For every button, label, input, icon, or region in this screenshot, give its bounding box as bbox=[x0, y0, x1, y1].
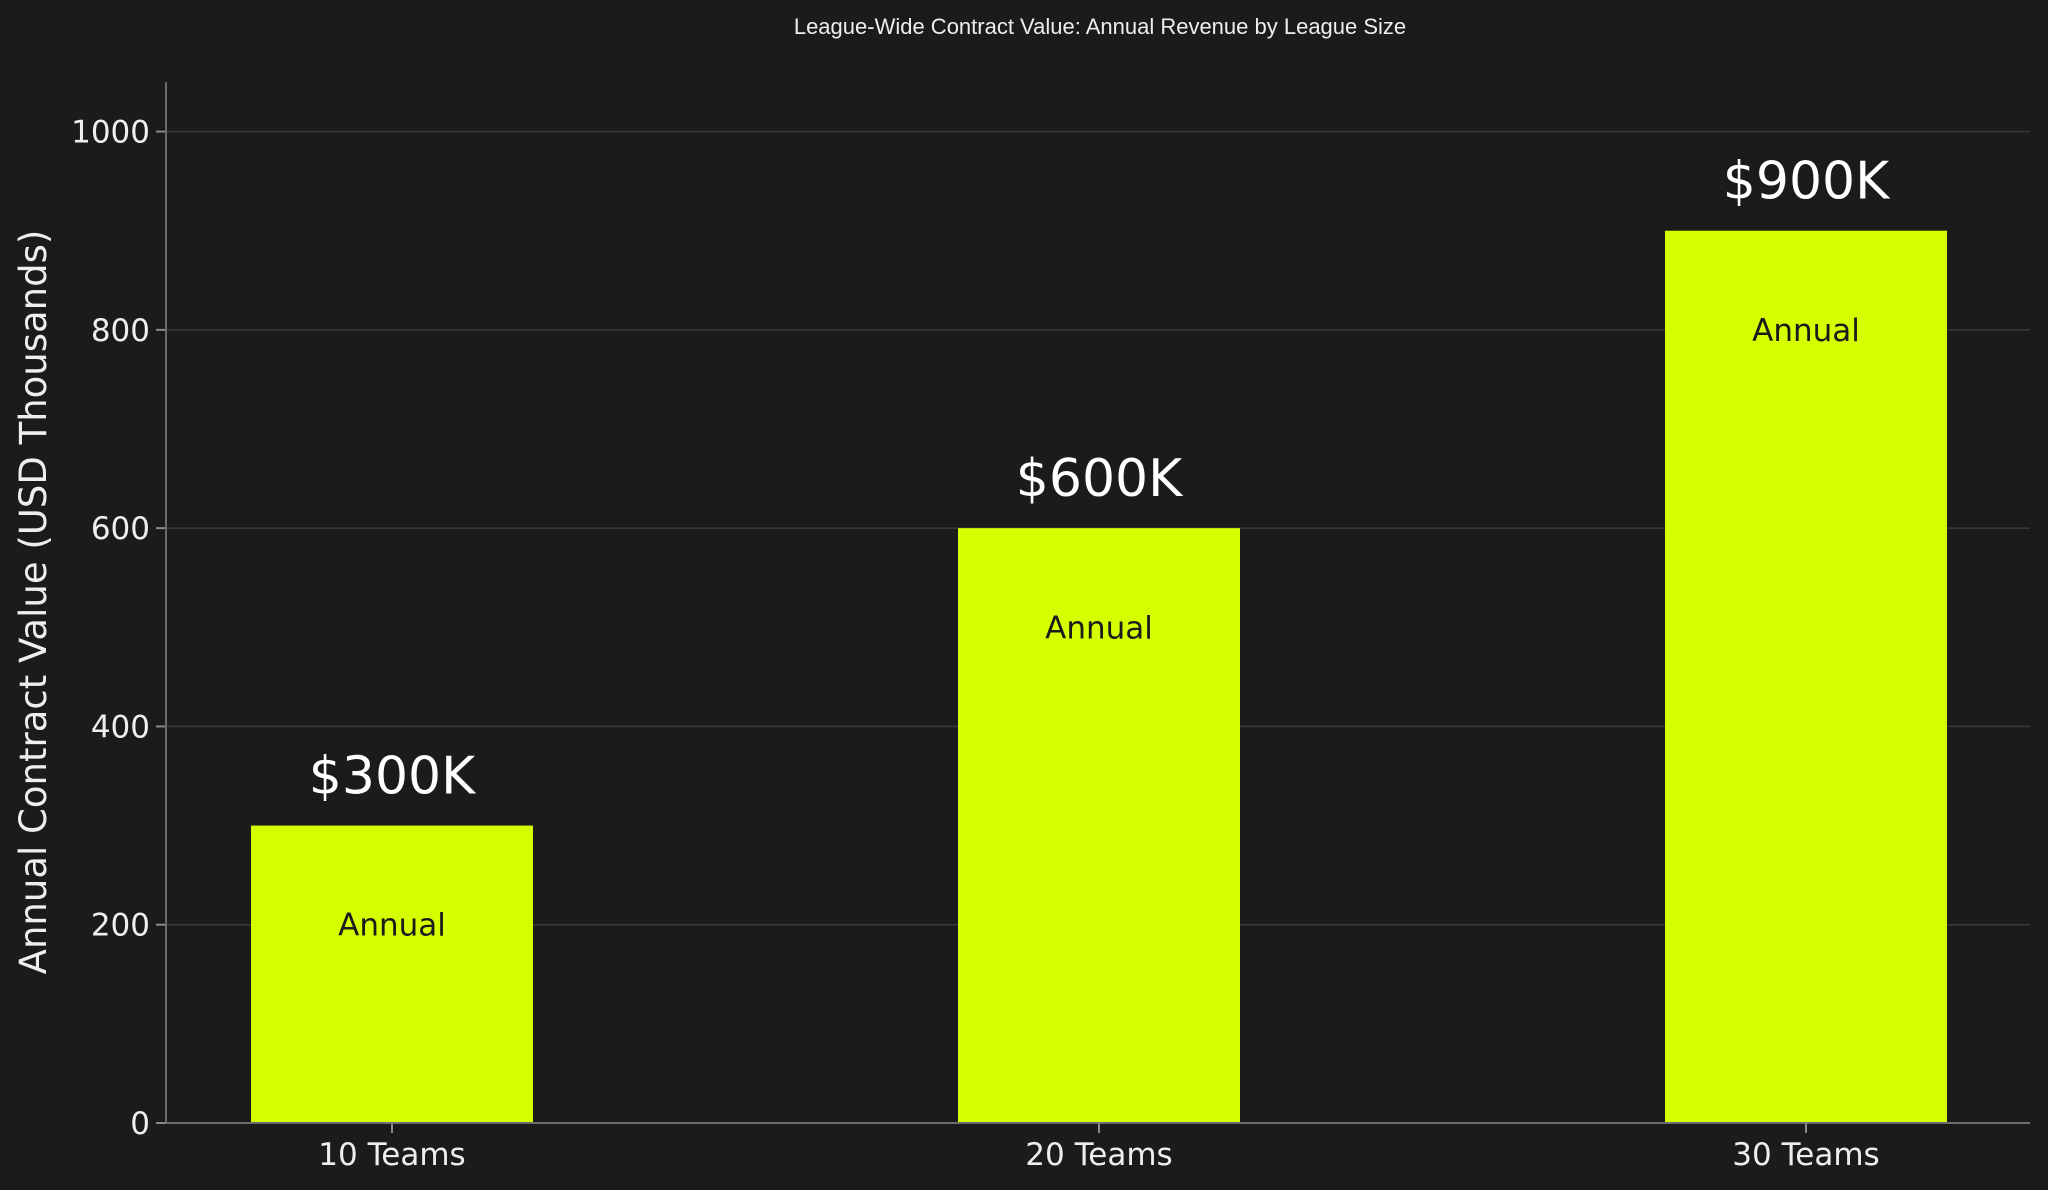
y-tick-label: 1000 bbox=[71, 115, 150, 151]
x-tick-label: 30 Teams bbox=[1732, 1137, 1879, 1173]
bar-inner-label: Annual bbox=[338, 908, 446, 944]
axes: 0 200 400 600 800 1000 10 Teams 20 Teams 30 Team… bbox=[71, 82, 2030, 1173]
bar-value-label: $600K bbox=[1016, 449, 1184, 509]
bar bbox=[1665, 230, 1947, 1123]
bar-inner-label: Annual bbox=[1752, 313, 1860, 349]
y-tick-label: 400 bbox=[91, 709, 150, 745]
bar bbox=[958, 528, 1240, 1123]
bar-inner-label: Annual bbox=[1045, 610, 1153, 646]
y-tick-label: 0 bbox=[130, 1106, 150, 1142]
bar-value-label: $300K bbox=[309, 747, 477, 807]
y-tick-label: 800 bbox=[91, 313, 150, 349]
x-tick-label: 20 Teams bbox=[1025, 1137, 1172, 1173]
y-axis-label: Annual Contract Value (USD Thousands) bbox=[12, 230, 55, 975]
y-tick-label: 600 bbox=[91, 511, 150, 547]
chart-title: League-Wide Contract Value: Annual Reven… bbox=[794, 14, 1406, 39]
bar-value-label: $900K bbox=[1723, 152, 1891, 212]
y-tick-label: 200 bbox=[91, 908, 150, 944]
x-tick-label: 10 Teams bbox=[318, 1137, 465, 1173]
bars: $300K Annual $600K Annual $900K Annual bbox=[251, 152, 1947, 1123]
bar bbox=[251, 825, 533, 1123]
